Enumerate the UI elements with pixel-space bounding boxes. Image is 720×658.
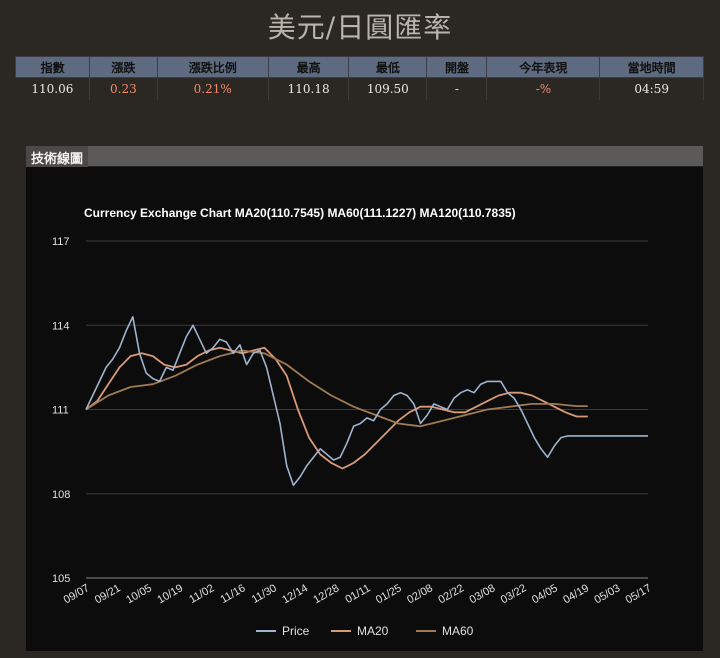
- header-high: 最高: [267, 56, 350, 78]
- x-tick-label: 12/28: [311, 582, 341, 606]
- quote-table: 指數 漲跌 漲跌比例 最高 最低 開盤 今年表現 當地時間 110.06 0.2…: [14, 56, 704, 100]
- x-tick-label: 04/19: [561, 582, 591, 606]
- series-line-ma60: [85, 349, 588, 428]
- value-local-time: 04:59: [599, 77, 704, 100]
- header-index: 指數: [14, 56, 91, 78]
- value-ytd: -%: [486, 77, 601, 100]
- x-tick-label: 02/08: [405, 582, 435, 606]
- header-change-pct: 漲跌比例: [156, 56, 269, 78]
- x-tick-label: 04/05: [530, 582, 560, 606]
- x-tick-label: 12/14: [280, 582, 310, 606]
- x-tick-label: 05/17: [624, 582, 654, 606]
- page-title: 美元/日圓匯率: [267, 11, 453, 44]
- section-header: 技術線圖: [26, 146, 703, 169]
- value-change: 0.23: [89, 77, 158, 100]
- legend-label-ma20: MA20: [357, 624, 389, 638]
- y-tick-label: 114: [52, 320, 70, 332]
- header-low: 最低: [348, 56, 428, 78]
- legend-label-price: Price: [282, 624, 310, 638]
- exchange-rate-chart: Currency Exchange Chart MA20(110.7545) M…: [52, 206, 654, 638]
- x-tick-label: 11/30: [250, 582, 279, 606]
- y-tick-label: 105: [52, 573, 70, 585]
- x-tick-label: 01/25: [374, 582, 404, 606]
- header-change: 漲跌: [89, 56, 158, 78]
- y-tick-label: 108: [52, 489, 70, 501]
- chart-container: Currency Exchange Chart MA20(110.7545) M…: [26, 167, 703, 651]
- value-open: -: [426, 77, 488, 100]
- x-tick-label: 03/08: [468, 582, 498, 606]
- header-ytd: 今年表現: [486, 56, 601, 78]
- x-tick-label: 11/02: [187, 582, 216, 606]
- quote-header-row: 指數 漲跌 漲跌比例 最高 最低 開盤 今年表現 當地時間: [14, 56, 704, 78]
- header-open: 開盤: [426, 56, 488, 78]
- x-tick-label: 10/05: [124, 582, 154, 606]
- y-tick-label: 111: [52, 405, 69, 417]
- value-high: 110.18: [268, 77, 350, 100]
- legend-label-ma60: MA60: [442, 624, 474, 638]
- x-tick-label: 09/07: [62, 582, 92, 606]
- value-change-pct: 0.21%: [157, 77, 269, 100]
- x-tick-label: 01/11: [343, 582, 372, 606]
- x-tick-label: 09/21: [93, 582, 123, 606]
- y-tick-label: 117: [52, 236, 70, 248]
- header-local-time: 當地時間: [599, 56, 704, 78]
- x-tick-label: 05/03: [592, 582, 622, 606]
- series-line-ma20: [85, 346, 588, 470]
- x-tick-label: 11/16: [218, 582, 247, 606]
- quote-value-row: 110.06 0.23 0.21% 110.18 109.50 - -% 04:…: [15, 77, 704, 100]
- x-tick-label: 03/22: [499, 582, 529, 606]
- value-low: 109.50: [348, 77, 428, 100]
- x-tick-label: 10/19: [155, 582, 185, 606]
- x-tick-label: 02/22: [436, 582, 466, 606]
- chart-title: Currency Exchange Chart MA20(110.7545) M…: [84, 206, 516, 220]
- value-index: 110.06: [15, 77, 91, 100]
- series-line-price: [85, 316, 648, 487]
- section-title: 技術線圖: [26, 146, 89, 169]
